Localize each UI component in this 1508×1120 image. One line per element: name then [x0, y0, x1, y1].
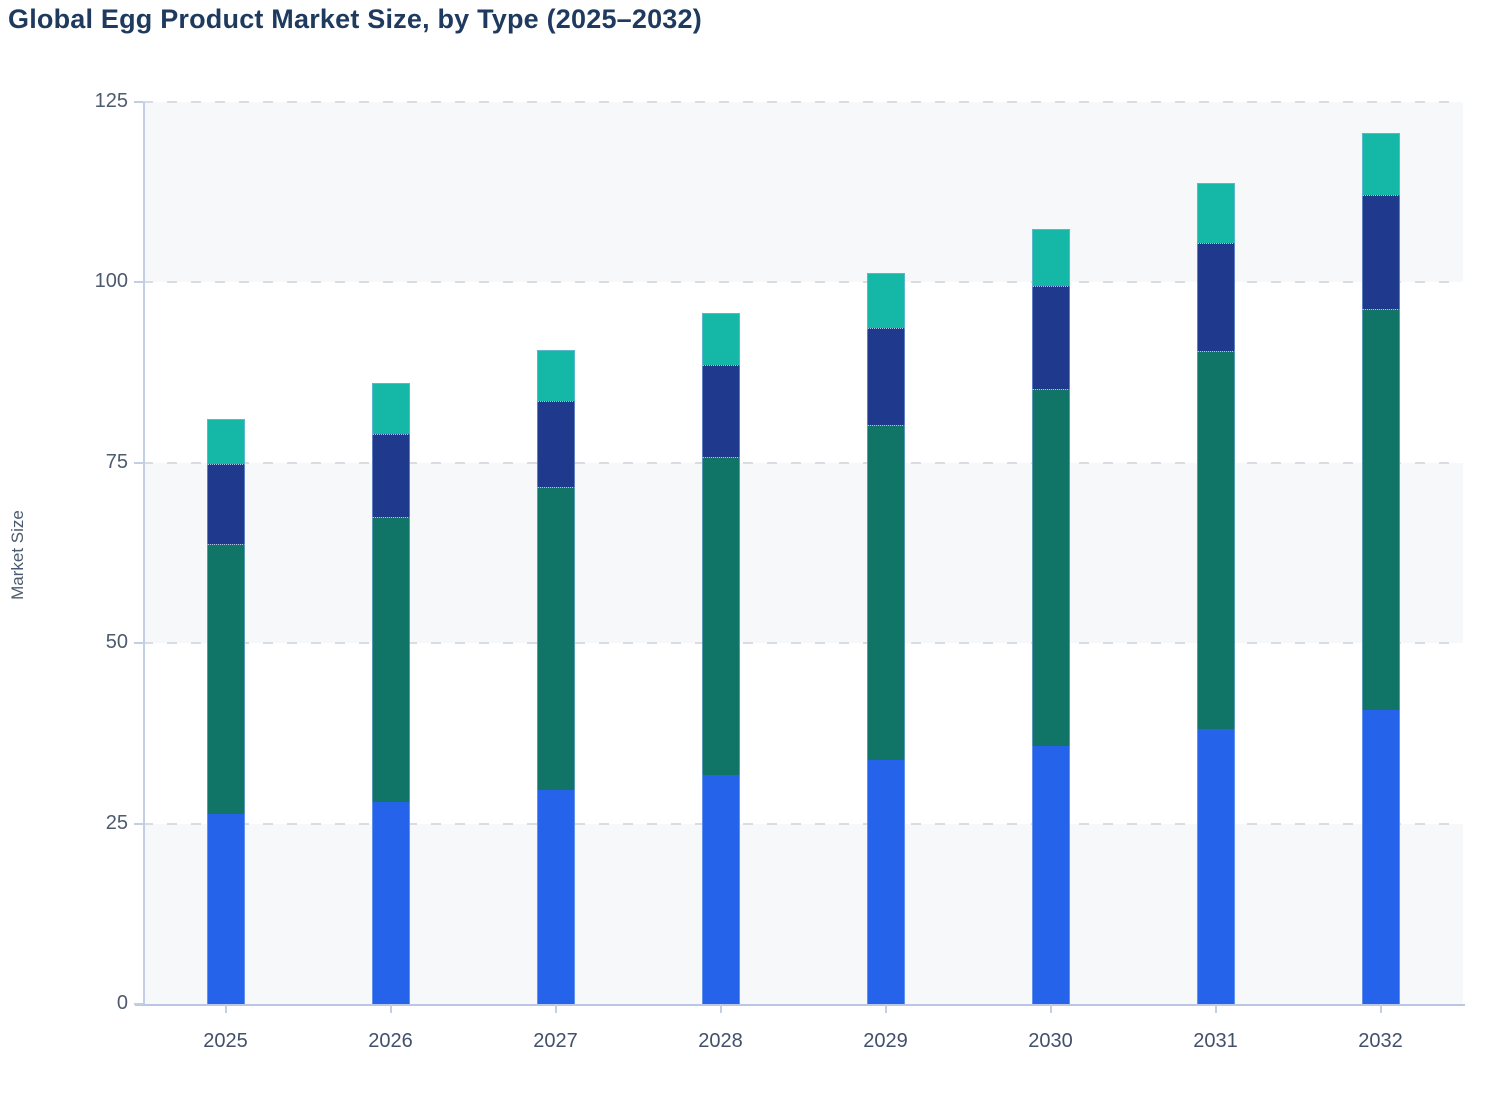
- bar-2026[interactable]: [371, 102, 410, 1004]
- x-tick-mark: [224, 1004, 227, 1013]
- bar-segment-series-3-navy[interactable]: [206, 463, 245, 544]
- bar-segment-series-3-navy[interactable]: [701, 364, 740, 458]
- bar-segment-series-1-blue[interactable]: [1361, 710, 1400, 1004]
- y-tick-mark: [134, 101, 143, 103]
- bar-segment-series-4-teal[interactable]: [206, 418, 245, 464]
- x-tick-label: 2029: [863, 1030, 908, 1052]
- x-axis-line: [135, 1004, 1465, 1006]
- bar-segment-series-3-navy[interactable]: [1196, 243, 1235, 351]
- bar-segment-series-3-navy[interactable]: [1031, 286, 1070, 390]
- bar-segment-series-4-teal[interactable]: [1196, 182, 1235, 244]
- page-title: Global Egg Product Market Size, by Type …: [8, 4, 702, 34]
- x-tick-mark: [389, 1004, 392, 1013]
- plot-area: [143, 101, 1463, 1004]
- bar-segment-series-2-green[interactable]: [1361, 309, 1400, 711]
- y-tick-label: 0: [116, 992, 128, 1014]
- bar-2028[interactable]: [701, 102, 740, 1004]
- bar-segment-series-2-green[interactable]: [1196, 350, 1235, 730]
- x-tick-mark: [1379, 1004, 1382, 1013]
- bar-segment-series-4-teal[interactable]: [536, 350, 575, 401]
- bar-segment-series-2-green[interactable]: [1031, 389, 1070, 746]
- bar-segment-series-1-blue[interactable]: [371, 801, 410, 1004]
- bar-2032[interactable]: [1361, 102, 1400, 1004]
- bar-segment-series-4-teal[interactable]: [1361, 133, 1400, 196]
- x-tick-label: 2027: [533, 1030, 578, 1052]
- y-tick-mark: [134, 461, 143, 464]
- bar-segment-series-3-navy[interactable]: [1361, 195, 1400, 310]
- gridline: [143, 101, 1463, 103]
- bar-segment-series-2-green[interactable]: [206, 543, 245, 814]
- bar-segment-series-1-blue[interactable]: [1196, 729, 1235, 1004]
- y-axis-line: [143, 102, 145, 1004]
- gridline: [143, 822, 1463, 825]
- x-tick-label: 2032: [1358, 1030, 1403, 1052]
- y-tick-label: 75: [105, 450, 128, 473]
- y-tick-mark: [134, 642, 143, 645]
- bar-segment-series-3-navy[interactable]: [371, 433, 410, 517]
- bar-segment-series-2-green[interactable]: [701, 457, 740, 776]
- background-band: [143, 462, 1463, 644]
- x-tick-label: 2025: [203, 1030, 248, 1052]
- bar-2029[interactable]: [866, 102, 905, 1004]
- bar-segment-series-2-green[interactable]: [866, 424, 905, 761]
- y-tick-label: 125: [94, 90, 128, 112]
- gridline: [143, 461, 1463, 464]
- background-band: [143, 823, 1463, 1004]
- x-tick-mark: [884, 1004, 887, 1013]
- x-tick-label: 2031: [1193, 1030, 1238, 1052]
- y-tick-label: 50: [105, 631, 128, 654]
- y-tick-label: 25: [105, 811, 128, 834]
- bar-segment-series-4-teal[interactable]: [371, 383, 410, 434]
- y-tick-label: 100: [94, 270, 128, 293]
- bar-2025[interactable]: [206, 102, 245, 1004]
- y-tick-mark: [134, 822, 143, 825]
- bar-segment-series-4-teal[interactable]: [866, 273, 905, 328]
- bar-segment-series-3-navy[interactable]: [866, 327, 905, 425]
- background-band: [143, 643, 1463, 823]
- x-tick-mark: [719, 1004, 722, 1013]
- x-tick-label: 2030: [1028, 1030, 1073, 1052]
- bar-2030[interactable]: [1031, 102, 1070, 1004]
- y-tick-mark: [134, 1003, 143, 1005]
- bar-segment-series-3-navy[interactable]: [536, 400, 575, 488]
- bar-segment-series-1-blue[interactable]: [536, 789, 575, 1004]
- bar-segment-series-1-blue[interactable]: [866, 760, 905, 1004]
- background-band: [143, 102, 1463, 283]
- bar-segment-series-2-green[interactable]: [536, 487, 575, 790]
- bar-segment-series-2-green[interactable]: [371, 516, 410, 802]
- x-tick-label: 2028: [698, 1030, 743, 1052]
- x-tick-label: 2026: [368, 1030, 413, 1052]
- bar-2031[interactable]: [1196, 102, 1235, 1004]
- x-tick-mark: [554, 1004, 557, 1013]
- bar-segment-series-1-blue[interactable]: [701, 775, 740, 1004]
- bar-2027[interactable]: [536, 102, 575, 1004]
- gridline: [143, 642, 1463, 645]
- y-tick-mark: [134, 281, 143, 284]
- background-band: [143, 282, 1463, 462]
- bar-segment-series-1-blue[interactable]: [1031, 745, 1070, 1004]
- bar-segment-series-4-teal[interactable]: [1031, 229, 1070, 287]
- bar-segment-series-4-teal[interactable]: [701, 312, 740, 365]
- y-axis-title: Market Size: [8, 510, 27, 600]
- gridline: [143, 281, 1463, 284]
- bar-segment-series-1-blue[interactable]: [206, 813, 245, 1004]
- x-tick-mark: [1214, 1004, 1217, 1013]
- x-tick-mark: [1049, 1004, 1052, 1013]
